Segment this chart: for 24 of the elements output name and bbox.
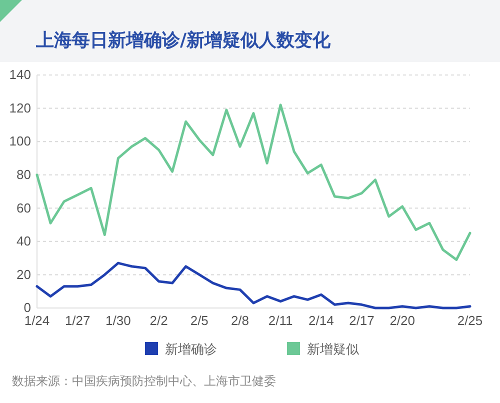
x-tick-label: 2/11 bbox=[268, 313, 293, 328]
x-tick-label: 2/20 bbox=[390, 313, 415, 328]
source-note: 数据来源：中国疾病预防控制中心、上海市卫健委 bbox=[12, 374, 276, 388]
x-tick-label: 2/17 bbox=[349, 313, 374, 328]
x-tick-label: 2/14 bbox=[308, 313, 334, 328]
y-tick-label: 80 bbox=[16, 167, 31, 182]
legend-label: 新增疑似 bbox=[307, 342, 359, 358]
y-tick-label: 140 bbox=[9, 67, 31, 82]
x-tick-label: 2/25 bbox=[457, 313, 483, 328]
y-tick-label: 100 bbox=[9, 134, 31, 149]
x-tick-label: 1/30 bbox=[106, 313, 131, 328]
y-tick-label: 20 bbox=[16, 266, 31, 282]
y-tick-label: 120 bbox=[9, 100, 31, 116]
x-tick-label: 1/24 bbox=[24, 313, 50, 328]
y-tick-label: 40 bbox=[16, 234, 31, 249]
x-tick-label: 2/8 bbox=[230, 313, 250, 328]
chart-title: 上海每日新增确诊/新增疑似人数变化 bbox=[35, 30, 332, 51]
legend-label: 新增确诊 bbox=[165, 342, 217, 358]
x-tick-label: 2/2 bbox=[150, 313, 168, 328]
x-tick-label: 2/5 bbox=[190, 313, 208, 328]
x-tick-label: 1/27 bbox=[64, 313, 90, 328]
y-tick-label: 0 bbox=[24, 300, 31, 316]
y-tick-label: 60 bbox=[16, 200, 31, 216]
line-series bbox=[36, 104, 472, 261]
